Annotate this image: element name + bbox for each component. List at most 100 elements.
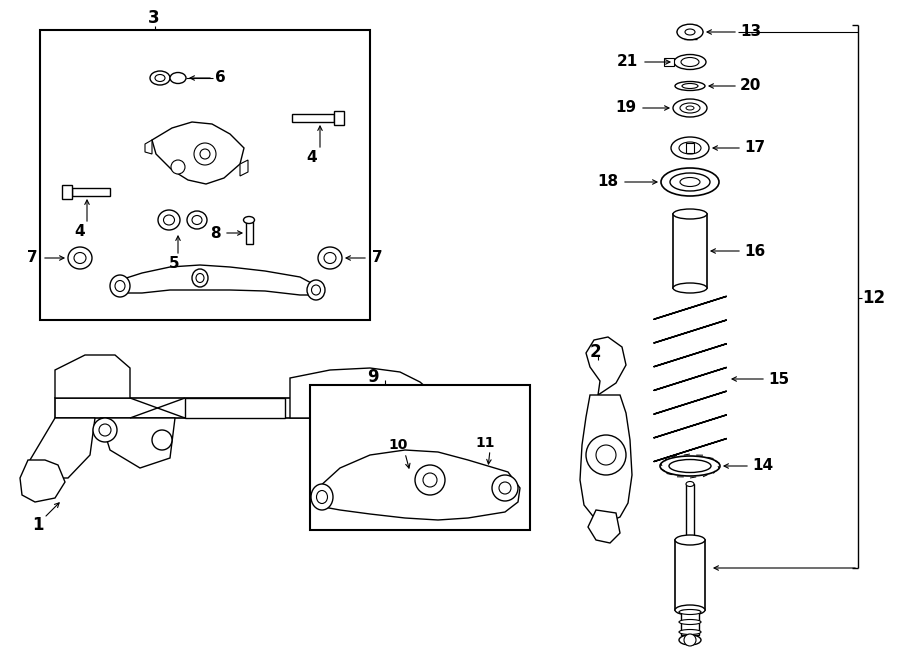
Text: 3: 3 <box>148 9 159 27</box>
Ellipse shape <box>311 484 333 510</box>
Text: 13: 13 <box>740 24 761 40</box>
Polygon shape <box>55 398 445 418</box>
Ellipse shape <box>110 275 130 297</box>
Polygon shape <box>246 222 253 244</box>
Ellipse shape <box>675 81 705 91</box>
Polygon shape <box>588 510 620 543</box>
Polygon shape <box>580 395 632 523</box>
Circle shape <box>171 160 185 174</box>
Text: 16: 16 <box>744 243 765 258</box>
Ellipse shape <box>324 253 336 264</box>
Circle shape <box>684 634 696 646</box>
Ellipse shape <box>675 605 705 615</box>
Ellipse shape <box>307 280 325 300</box>
Ellipse shape <box>244 217 255 223</box>
Polygon shape <box>30 418 95 478</box>
Ellipse shape <box>670 173 710 191</box>
Text: 1: 1 <box>32 516 44 534</box>
Ellipse shape <box>187 211 207 229</box>
Ellipse shape <box>686 106 694 110</box>
Ellipse shape <box>669 459 711 473</box>
Text: 17: 17 <box>744 141 765 155</box>
Polygon shape <box>586 337 626 395</box>
Ellipse shape <box>661 168 719 196</box>
Ellipse shape <box>158 210 180 230</box>
Ellipse shape <box>164 215 175 225</box>
Ellipse shape <box>170 73 186 83</box>
Text: 4: 4 <box>75 225 86 239</box>
Ellipse shape <box>679 142 701 154</box>
Text: 21: 21 <box>616 54 638 69</box>
Text: 7: 7 <box>372 251 382 266</box>
Bar <box>673 214 707 288</box>
Ellipse shape <box>674 54 706 69</box>
Ellipse shape <box>192 269 208 287</box>
Polygon shape <box>100 418 175 468</box>
Polygon shape <box>145 140 152 154</box>
Polygon shape <box>290 368 435 418</box>
Ellipse shape <box>686 481 694 486</box>
Ellipse shape <box>679 629 701 635</box>
Polygon shape <box>318 450 520 520</box>
Ellipse shape <box>679 619 701 625</box>
Bar <box>310 385 530 530</box>
Ellipse shape <box>74 253 86 264</box>
Ellipse shape <box>679 635 701 645</box>
Polygon shape <box>664 58 674 66</box>
Bar <box>686 484 694 540</box>
Polygon shape <box>292 114 334 122</box>
Text: 10: 10 <box>388 438 408 452</box>
Ellipse shape <box>685 29 695 35</box>
Polygon shape <box>334 111 344 125</box>
Ellipse shape <box>115 280 125 292</box>
Text: 12: 12 <box>862 289 885 307</box>
Circle shape <box>152 430 172 450</box>
Ellipse shape <box>673 99 707 117</box>
Text: 9: 9 <box>367 368 379 386</box>
Ellipse shape <box>673 209 707 219</box>
Polygon shape <box>72 188 110 196</box>
Bar <box>40 30 370 320</box>
Text: 18: 18 <box>597 175 618 190</box>
Ellipse shape <box>677 24 703 40</box>
Ellipse shape <box>675 535 705 545</box>
Ellipse shape <box>317 490 328 504</box>
Bar <box>675 540 705 610</box>
Bar <box>681 610 699 635</box>
Polygon shape <box>152 122 244 184</box>
Polygon shape <box>20 460 65 502</box>
Ellipse shape <box>155 75 165 81</box>
Polygon shape <box>62 185 72 199</box>
Ellipse shape <box>681 58 699 67</box>
Ellipse shape <box>192 215 202 225</box>
Ellipse shape <box>673 283 707 293</box>
Polygon shape <box>240 160 248 176</box>
Polygon shape <box>185 398 285 418</box>
Circle shape <box>586 435 626 475</box>
Ellipse shape <box>318 247 342 269</box>
Text: 4: 4 <box>307 151 318 165</box>
Circle shape <box>200 149 210 159</box>
Polygon shape <box>120 265 315 295</box>
Circle shape <box>423 473 437 487</box>
Text: 5: 5 <box>168 256 179 272</box>
Circle shape <box>415 465 445 495</box>
Circle shape <box>93 418 117 442</box>
Circle shape <box>194 143 216 165</box>
Ellipse shape <box>680 178 700 186</box>
Ellipse shape <box>68 247 92 269</box>
Ellipse shape <box>682 83 698 89</box>
Circle shape <box>596 445 616 465</box>
Ellipse shape <box>679 609 701 615</box>
Text: 14: 14 <box>752 459 773 473</box>
Bar <box>686 143 694 153</box>
Text: 7: 7 <box>27 251 38 266</box>
Ellipse shape <box>671 137 709 159</box>
Ellipse shape <box>150 71 170 85</box>
Text: 15: 15 <box>768 371 789 387</box>
Text: 8: 8 <box>211 225 221 241</box>
Circle shape <box>99 424 111 436</box>
Ellipse shape <box>196 274 204 282</box>
Polygon shape <box>55 355 130 398</box>
Text: 11: 11 <box>475 436 495 450</box>
